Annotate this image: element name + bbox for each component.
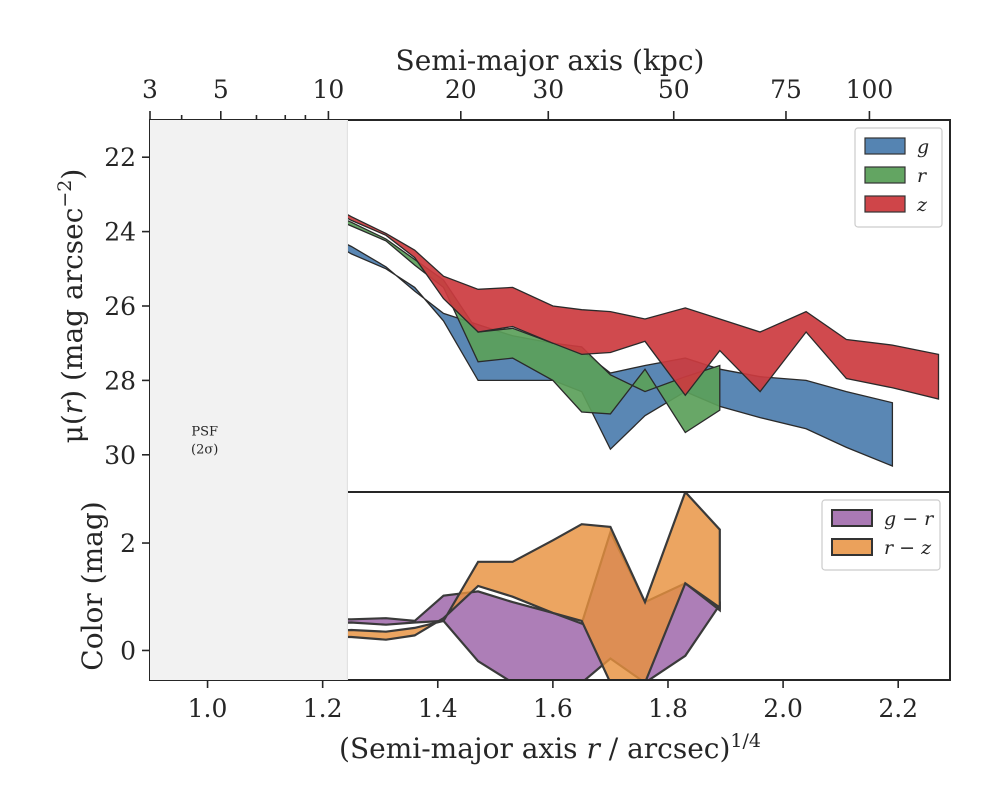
psf-shaded-region	[150, 120, 348, 680]
legend-top-swatch-2	[864, 195, 906, 213]
xtick-label-bottom: 1.4	[418, 694, 458, 723]
kpc-tick-label: 50	[658, 75, 690, 104]
kpc-tick-label: 10	[313, 75, 345, 104]
legend-bottom-swatch-0	[831, 509, 873, 527]
kpc-tick-label: 100	[846, 75, 894, 104]
ylabel-top: μ(r) (mag arcsec−2)	[54, 169, 89, 444]
ytick-label-top: 24	[104, 218, 136, 247]
xtick-label-bottom: 2.2	[878, 694, 918, 723]
legend-top-swatch-0	[864, 137, 906, 155]
kpc-tick-label: 30	[532, 75, 564, 104]
kpc-secondary-axis: 3 5 10 20 30 50 75 100 Semi-major axis (kpc)	[142, 44, 893, 120]
ytick-label-bottom: 0	[120, 636, 136, 665]
xlabel-bottom: (Semi-major axis r / arcsec)1/4	[339, 730, 761, 765]
xlabel-top: Semi-major axis (kpc)	[396, 44, 705, 77]
ytick-label-top: 22	[104, 143, 136, 172]
xtick-label-bottom: 1.2	[303, 694, 343, 723]
band-z	[150, 147, 940, 400]
psf-label-sigma: (2σ)	[191, 442, 218, 457]
psf-label: PSF	[191, 424, 218, 439]
legend-bottom-label-0: g − r	[884, 508, 935, 530]
legend-top-label-0: g	[917, 136, 929, 158]
ylabel-bottom: Color (mag)	[76, 501, 109, 670]
kpc-tick-label: 3	[142, 75, 158, 104]
legend-bottom-swatch-1	[831, 538, 873, 556]
xtick-label-bottom: 1.0	[188, 694, 228, 723]
xtick-label-bottom: 1.8	[648, 694, 688, 723]
kpc-tick-label: 5	[213, 75, 229, 104]
ytick-label-bottom: 2	[120, 529, 136, 558]
xtick-label-bottom: 1.6	[533, 694, 573, 723]
kpc-tick-label: 75	[770, 75, 802, 104]
kpc-tick-label: 20	[445, 75, 477, 104]
ytick-label-top: 28	[104, 366, 136, 395]
legend-top-label-1: r	[917, 165, 928, 187]
legend-bottom-label-1: r − z	[884, 537, 932, 559]
xtick-label-bottom: 2.0	[763, 694, 803, 723]
ytick-label-top: 26	[104, 292, 136, 321]
legend-top-label-2: z	[916, 194, 928, 216]
legend-top-swatch-1	[864, 166, 906, 184]
ytick-label-top: 30	[104, 441, 136, 470]
